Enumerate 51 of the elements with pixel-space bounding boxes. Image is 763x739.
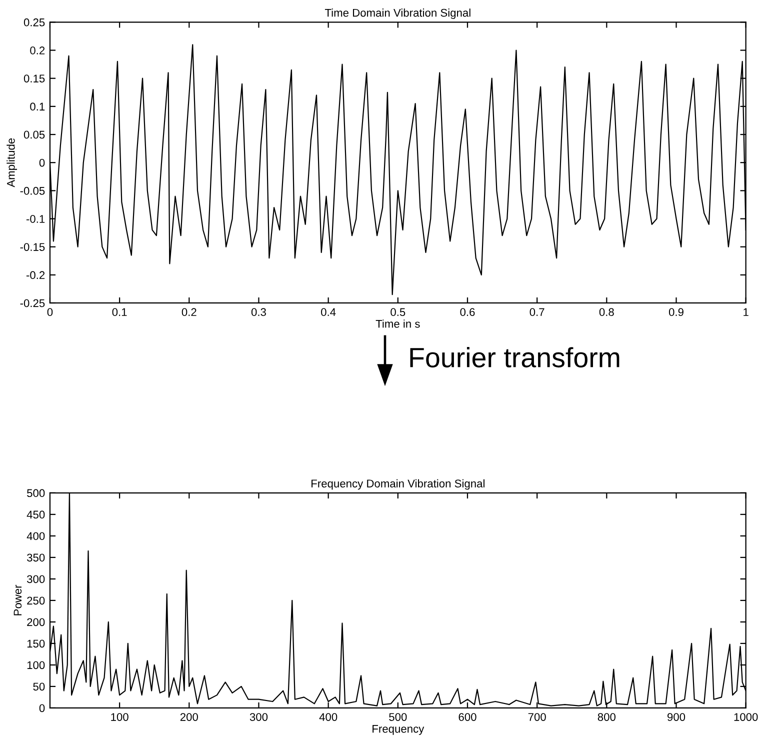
y-tick-label: 150	[27, 640, 45, 648]
x-tick-label: 200	[180, 713, 198, 721]
x-tick-label: 100	[111, 713, 128, 721]
x-tick-label: 0.3	[251, 308, 266, 316]
x-tick-label: 0.2	[182, 308, 196, 316]
y-tick-label: 0.1	[30, 102, 45, 111]
y-tick-label: -0.15	[20, 243, 45, 251]
x-tick-label: 1000	[734, 713, 758, 721]
x-tick-label: 0.1	[112, 308, 127, 316]
x-tick-label: 0.8	[599, 308, 614, 316]
y-tick-label: 0.25	[24, 18, 45, 26]
line-series	[50, 492, 746, 706]
x-axis-title: Frequency	[372, 724, 424, 735]
y-tick-label: 0	[39, 158, 45, 167]
x-tick-label: 900	[668, 713, 686, 721]
x-tick-label: 0.9	[668, 308, 684, 316]
x-tick-label: 1	[744, 308, 748, 316]
y-tick-label: 250	[27, 596, 45, 605]
x-axis-title: Time in s	[376, 320, 420, 328]
y-tick-label: 0.05	[24, 130, 45, 139]
x-tick-label: 0.4	[321, 308, 336, 316]
y-tick-label: 400	[26, 532, 45, 540]
y-tick-label: 500	[27, 489, 45, 498]
y-tick-label: 200	[27, 618, 45, 626]
x-tick-label: 0.5	[390, 308, 406, 316]
y-tick-label: 50	[33, 682, 45, 691]
y-tick-label: -0.2	[26, 271, 45, 280]
x-tick-label: 400	[319, 713, 338, 721]
y-axis-title: Amplitude	[6, 138, 18, 188]
y-tick-label: 350	[27, 554, 45, 562]
y-tick-label: -0.1	[26, 215, 45, 223]
x-tick-label: 300	[250, 713, 268, 721]
y-axis-title: Power	[14, 584, 22, 616]
y-tick-label: 0.15	[24, 74, 45, 82]
x-tick-label: 700	[528, 713, 546, 721]
y-tick-label: -0.25	[20, 299, 45, 308]
x-tick-label: 600	[458, 713, 476, 721]
y-tick-label: 300	[27, 575, 45, 584]
x-tick-label: 0.6	[460, 308, 475, 316]
x-tick-label: 800	[598, 713, 616, 721]
x-tick-label: 0.7	[530, 308, 544, 316]
chart-title: Frequency Domain Vibration Signal	[312, 479, 484, 490]
x-tick-label: 500	[389, 713, 407, 721]
y-tick-label: 0.2	[30, 46, 45, 54]
y-tick-label: 100	[27, 661, 45, 670]
y-tick-label: 450	[26, 510, 45, 519]
y-tick-label: -0.05	[20, 186, 45, 195]
y-tick-label: 0	[39, 704, 45, 712]
text: Fourier transform	[410, 347, 620, 368]
chart-title: Time Domain Vibration Signal	[324, 8, 470, 19]
x-tick-label: 0	[47, 308, 53, 316]
